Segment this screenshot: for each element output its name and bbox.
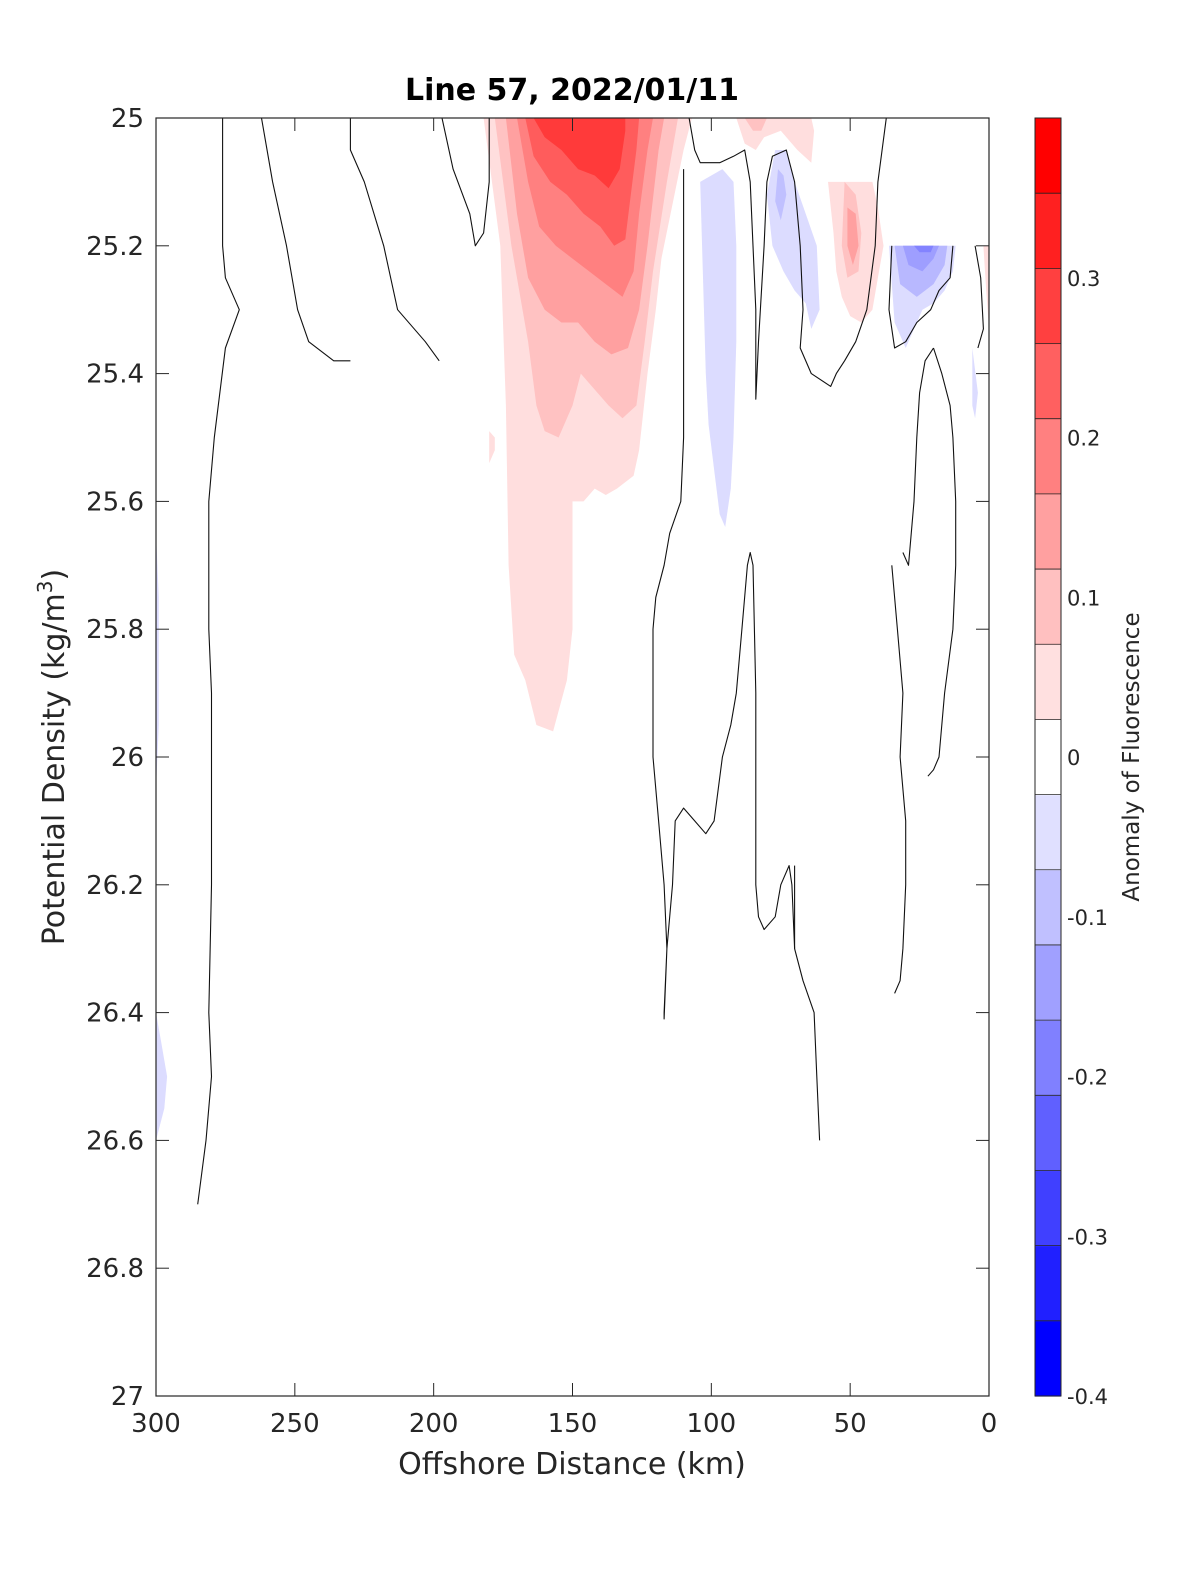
- contour-line-10: [927, 347, 957, 777]
- contour-line-11: [902, 347, 934, 566]
- colorbar-tick-label: -0.1: [1067, 906, 1108, 930]
- x-tick-label: 300: [131, 1409, 181, 1439]
- contour-lines: [197, 118, 984, 1205]
- x-tick-label: 100: [687, 1409, 737, 1439]
- colorbar-tick-label: -0.4: [1067, 1385, 1108, 1409]
- filled-region-20: [972, 348, 978, 419]
- colorbar-band-2: [1035, 1170, 1061, 1247]
- colorbar-tick-label: -0.2: [1067, 1066, 1108, 1090]
- filled-contours: [156, 118, 989, 1141]
- contour-line-9: [891, 565, 907, 994]
- chart-title: Line 57, 2022/01/11: [405, 73, 739, 108]
- y-tick-label: 25.8: [86, 615, 144, 645]
- contour-line-5: [888, 245, 954, 349]
- filled-region-11: [847, 207, 859, 265]
- y-tick-label: 26: [111, 743, 144, 773]
- contour-line-4: [688, 118, 887, 400]
- y-tick-label: 26.2: [86, 871, 144, 901]
- colorbar-band-9: [1035, 644, 1061, 721]
- colorbar-band-3: [1035, 1095, 1061, 1172]
- colorbar-label: Anomaly of Fluorescence: [1119, 612, 1145, 901]
- colorbar-tick-label: 0.2: [1067, 427, 1100, 451]
- x-tick-label: 150: [548, 1409, 598, 1439]
- colorbar-band-15: [1035, 193, 1061, 269]
- y-axis-label: Potential Density (kg/m3): [33, 569, 72, 945]
- colorbar-band-7: [1035, 794, 1061, 871]
- y-axis: 25 25.2 25.4 25.6 25.8 26 26.2 26.4 26.6 26.8 27: [86, 104, 989, 1412]
- y-tick-label: 26.6: [86, 1126, 144, 1156]
- contour-line-3: [441, 118, 490, 247]
- y-tick-label: 26.4: [86, 999, 144, 1029]
- contour-line-1: [260, 118, 351, 362]
- contour-line-0: [197, 118, 240, 1205]
- y-axis-label-close: ): [37, 569, 72, 581]
- filled-region-22: [156, 1012, 168, 1141]
- filled-region-13: [700, 169, 737, 527]
- colorbar-tick-label: 0: [1067, 746, 1080, 770]
- contour-line-7: [652, 169, 821, 1141]
- filled-region-1: [489, 431, 495, 464]
- filled-region-21: [156, 533, 159, 789]
- y-tick-label: 25.6: [86, 487, 144, 517]
- filled-region-12: [983, 245, 989, 329]
- colorbar-tick-label: 0.3: [1067, 267, 1100, 291]
- y-tick-label: 25: [111, 104, 144, 134]
- x-tick-label: 50: [834, 1409, 867, 1439]
- colorbar-band-14: [1035, 268, 1061, 345]
- filled-region-6: [533, 118, 626, 189]
- filled-region-8: [744, 118, 767, 131]
- x-tick-label: 250: [270, 1409, 320, 1439]
- x-axis: 300 250 200 150 100 50 0: [131, 118, 997, 1439]
- colorbar-band-10: [1035, 569, 1061, 645]
- y-tick-label: 25.4: [86, 360, 144, 390]
- y-axis-label-main: Potential Density (kg/m: [37, 593, 72, 945]
- colorbar-band-8: [1035, 719, 1061, 796]
- y-tick-label: 26.8: [86, 1254, 144, 1284]
- colorbar-tick-label: -0.3: [1067, 1225, 1108, 1249]
- colorbar-band-12: [1035, 418, 1061, 495]
- colorbar-band-4: [1035, 1020, 1061, 1096]
- x-axis-label: Offshore Distance (km): [398, 1447, 746, 1482]
- colorbar-band-13: [1035, 343, 1061, 420]
- colorbar-band-1: [1035, 1245, 1061, 1322]
- colorbar-band-6: [1035, 869, 1061, 946]
- colorbar: -0.4 -0.3 -0.2 -0.1 0 0.1 0.2 0.3: [1034, 117, 1108, 1409]
- y-tick-label: 27: [111, 1382, 144, 1412]
- x-tick-label: 0: [981, 1409, 998, 1439]
- colorbar-band-11: [1035, 493, 1061, 570]
- colorbar-band-16: [1035, 118, 1061, 194]
- contour-line-6: [974, 245, 984, 349]
- y-tick-label: 25.2: [86, 232, 144, 262]
- filled-region-19: [914, 245, 934, 253]
- colorbar-band-5: [1035, 944, 1061, 1021]
- colorbar-frame: [1034, 117, 1062, 1397]
- x-tick-label: 200: [409, 1409, 459, 1439]
- y-axis-label-superscript: 3: [33, 580, 57, 593]
- colorbar-tick-label: 0.1: [1067, 586, 1100, 610]
- contour-line-2: [349, 118, 440, 362]
- colorbar-band-0: [1035, 1320, 1061, 1397]
- filled-region-15: [775, 169, 787, 221]
